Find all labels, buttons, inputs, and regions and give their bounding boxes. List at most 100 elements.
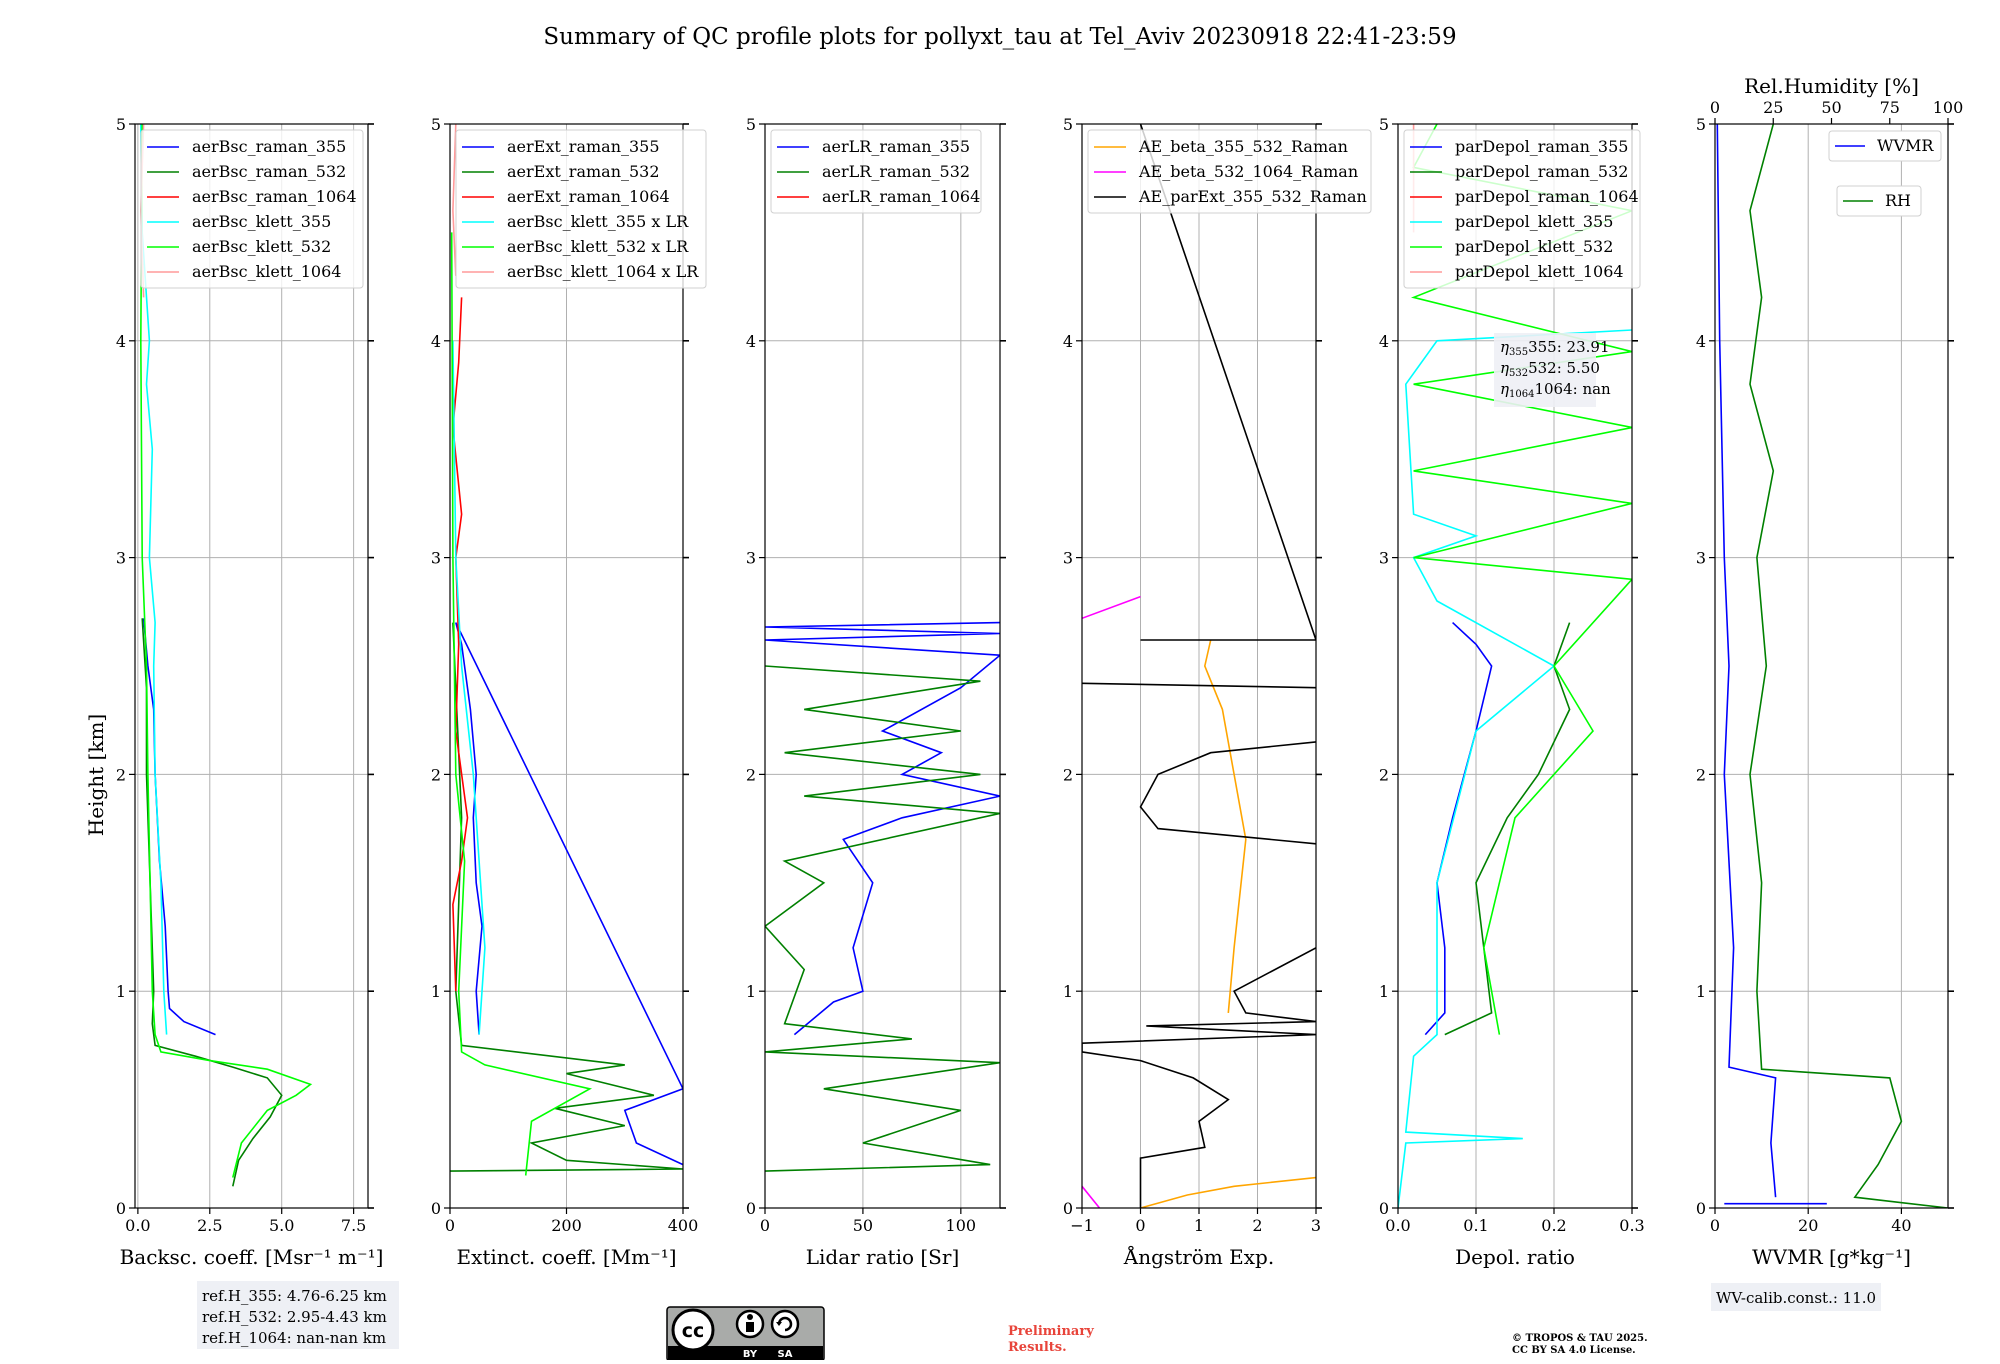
x2-tick-label: 100 bbox=[1933, 98, 1964, 117]
y-tick-label: 3 bbox=[1063, 549, 1073, 568]
legend-entry: aerLR_raman_355 bbox=[822, 137, 970, 156]
svg-text:CC BY SA 4.0 License.: CC BY SA 4.0 License. bbox=[1512, 1345, 1636, 1356]
y-tick-label: 4 bbox=[746, 332, 756, 351]
y-tick-label: 4 bbox=[1063, 332, 1073, 351]
panel-2: 0 1 2 3 4 5 0 200 400 Extinct. coeff. [Mm⁻¹] aerEx… bbox=[431, 115, 707, 1269]
y-tick-label: 2 bbox=[1379, 765, 1389, 784]
legend-entry: aerBsc_raman_1064 bbox=[192, 187, 357, 206]
legend-entry: aerExt_raman_1064 bbox=[507, 187, 670, 206]
x-tick-label: 2 bbox=[1252, 1216, 1262, 1235]
legend-entry: aerBsc_klett_1064 bbox=[192, 262, 341, 281]
x-tick-label: 5.0 bbox=[269, 1216, 294, 1235]
cc-license-badge: cc BY SA bbox=[666, 1306, 825, 1362]
y-tick-label: 5 bbox=[1696, 115, 1706, 134]
series-group bbox=[765, 621, 1000, 1172]
x-tick-label: 0.0 bbox=[1385, 1216, 1410, 1235]
legend-entry: aerExt_raman_355 bbox=[507, 137, 660, 156]
wv-calib-box: WV-calib.const.: 11.0 bbox=[1711, 1283, 1881, 1311]
svg-text:BY: BY bbox=[743, 1349, 758, 1360]
x-tick-label: 0.3 bbox=[1619, 1216, 1644, 1235]
x-tick-label: 100 bbox=[946, 1216, 977, 1235]
eta-355: η355355: 23.91 bbox=[1500, 338, 1610, 358]
copyright-note: © TROPOS & TAU 2025. CC BY SA 4.0 Licens… bbox=[1512, 1333, 1648, 1356]
y-tick-label: 3 bbox=[746, 549, 756, 568]
eta-1064: η10641064: nan bbox=[1500, 380, 1611, 400]
grid-lines bbox=[764, 123, 1000, 1209]
y-tick-label: 3 bbox=[116, 549, 126, 568]
y-tick-label: 2 bbox=[431, 765, 441, 784]
figure-title: Summary of QC profile plots for pollyxt_… bbox=[543, 24, 1456, 50]
x-tick-label: 7.5 bbox=[341, 1216, 366, 1235]
legend-entry: RH bbox=[1885, 191, 1911, 210]
x-tick-label: 2.5 bbox=[197, 1216, 222, 1235]
series-line-rh bbox=[1749, 124, 1948, 1208]
x-tick-label: 200 bbox=[551, 1216, 582, 1235]
axes-frame bbox=[1397, 123, 1633, 1209]
y-tick-label: 2 bbox=[1063, 765, 1073, 784]
legend: aerExt_raman_355 aerExt_raman_532 aerExt_r… bbox=[455, 129, 707, 289]
x2-axis-label: Rel.Humidity [%] bbox=[1744, 74, 1919, 98]
legend-entry: parDepol_klett_355 bbox=[1455, 212, 1613, 231]
wv-calib-text: WV-calib.const.: 11.0 bbox=[1716, 1289, 1876, 1307]
x-tick-label: 20 bbox=[1798, 1216, 1818, 1235]
series-line-ae-beta-355-532-raman bbox=[1140, 639, 1316, 1208]
x-tick-label: 400 bbox=[668, 1216, 699, 1235]
x-axis-label: Backsc. coeff. [Msr⁻¹ m⁻¹] bbox=[120, 1245, 384, 1269]
grid-lines bbox=[1081, 123, 1317, 1209]
legend-entry: aerBsc_klett_1064 x LR bbox=[507, 262, 699, 281]
y-tick-label: 2 bbox=[116, 765, 126, 784]
x-axis-label: Ångström Exp. bbox=[1123, 1244, 1274, 1269]
preliminary-results-note: Preliminary Results. bbox=[1008, 1324, 1094, 1355]
x-tick-label: 0 bbox=[760, 1216, 770, 1235]
y-tick-label: 0 bbox=[1696, 1199, 1706, 1218]
eta-532: η532532: 5.50 bbox=[1500, 359, 1600, 379]
series-line-aerbsc-klett-355-x-lr bbox=[452, 340, 486, 1035]
panels-group: 0 1 2 3 4 5 0.0 2.5 5.0 7.5 Backsc. coeff. [Msr⁻¹ … bbox=[116, 74, 1963, 1269]
x-axis-label: WVMR [g*kg⁻¹] bbox=[1752, 1245, 1911, 1269]
legend-entry: aerExt_raman_532 bbox=[507, 162, 660, 181]
y-tick-label: 5 bbox=[116, 115, 126, 134]
panel-5: 0 1 2 3 4 5 0.0 0.1 0.2 0.3 Depol. ratio parDepol_r… bbox=[1379, 115, 1645, 1269]
x2-tick-label: 75 bbox=[1880, 98, 1900, 117]
y-tick-label: 4 bbox=[1379, 332, 1389, 351]
y-tick-label: 5 bbox=[1379, 115, 1389, 134]
y-tick-label: 0 bbox=[746, 1199, 756, 1218]
x-axis-label: Extinct. coeff. [Mm⁻¹] bbox=[456, 1245, 676, 1269]
legend-entry: aerBsc_klett_355 bbox=[192, 212, 331, 231]
x-tick-label: 0 bbox=[1710, 1216, 1720, 1235]
y-tick-label: 0 bbox=[1063, 1199, 1073, 1218]
x2-tick-label: 25 bbox=[1763, 98, 1783, 117]
legend-entry: aerBsc_raman_355 bbox=[192, 137, 346, 156]
x2-tick-label: 0 bbox=[1710, 98, 1720, 117]
legend: AE_beta_355_532_Raman AE_beta_532_1064_Ra… bbox=[1087, 129, 1372, 214]
axes-frame bbox=[134, 123, 369, 1209]
series-group bbox=[450, 124, 683, 1176]
series-line-aerext-raman-532 bbox=[450, 622, 683, 1172]
refh-355: ref.H_355: 4.76-6.25 km bbox=[202, 1287, 387, 1305]
legend-entry: aerBsc_raman_532 bbox=[192, 162, 346, 181]
svg-text:© TROPOS & TAU 2025.: © TROPOS & TAU 2025. bbox=[1512, 1333, 1648, 1344]
x-tick-label: 3 bbox=[1311, 1216, 1321, 1235]
y-tick-label: 0 bbox=[116, 1199, 126, 1218]
y-tick-label: 1 bbox=[1379, 982, 1389, 1001]
cc-icon bbox=[671, 1308, 715, 1352]
svg-text:Preliminary: Preliminary bbox=[1008, 1324, 1094, 1339]
legend-entry: parDepol_klett_1064 bbox=[1455, 262, 1624, 281]
x-tick-label: −1 bbox=[1070, 1216, 1094, 1235]
legend: parDepol_raman_355 parDepol_raman_532 parD… bbox=[1403, 129, 1641, 289]
series-line-pardepol-raman-355 bbox=[1424, 622, 1493, 1036]
series-line-aerext-raman-355 bbox=[455, 622, 683, 1166]
x-tick-label: 0 bbox=[1135, 1216, 1145, 1235]
x-tick-label: 0.0 bbox=[125, 1216, 150, 1235]
series-line-aerlr-raman-532 bbox=[765, 665, 1000, 1172]
series-line-aerlr-raman-355 bbox=[765, 621, 1000, 1036]
grid-lines bbox=[1714, 123, 1948, 1209]
y-tick-label: 1 bbox=[116, 982, 126, 1001]
series-group bbox=[139, 124, 313, 1187]
y-tick-label: 3 bbox=[1696, 549, 1706, 568]
series-line-pardepol-raman-532 bbox=[1444, 622, 1571, 1036]
legend-entry: aerBsc_klett_532 bbox=[192, 237, 331, 256]
series-line-pardepol-klett-355 bbox=[1398, 329, 1632, 1208]
refh-1064: ref.H_1064: nan-nan km bbox=[202, 1329, 386, 1347]
